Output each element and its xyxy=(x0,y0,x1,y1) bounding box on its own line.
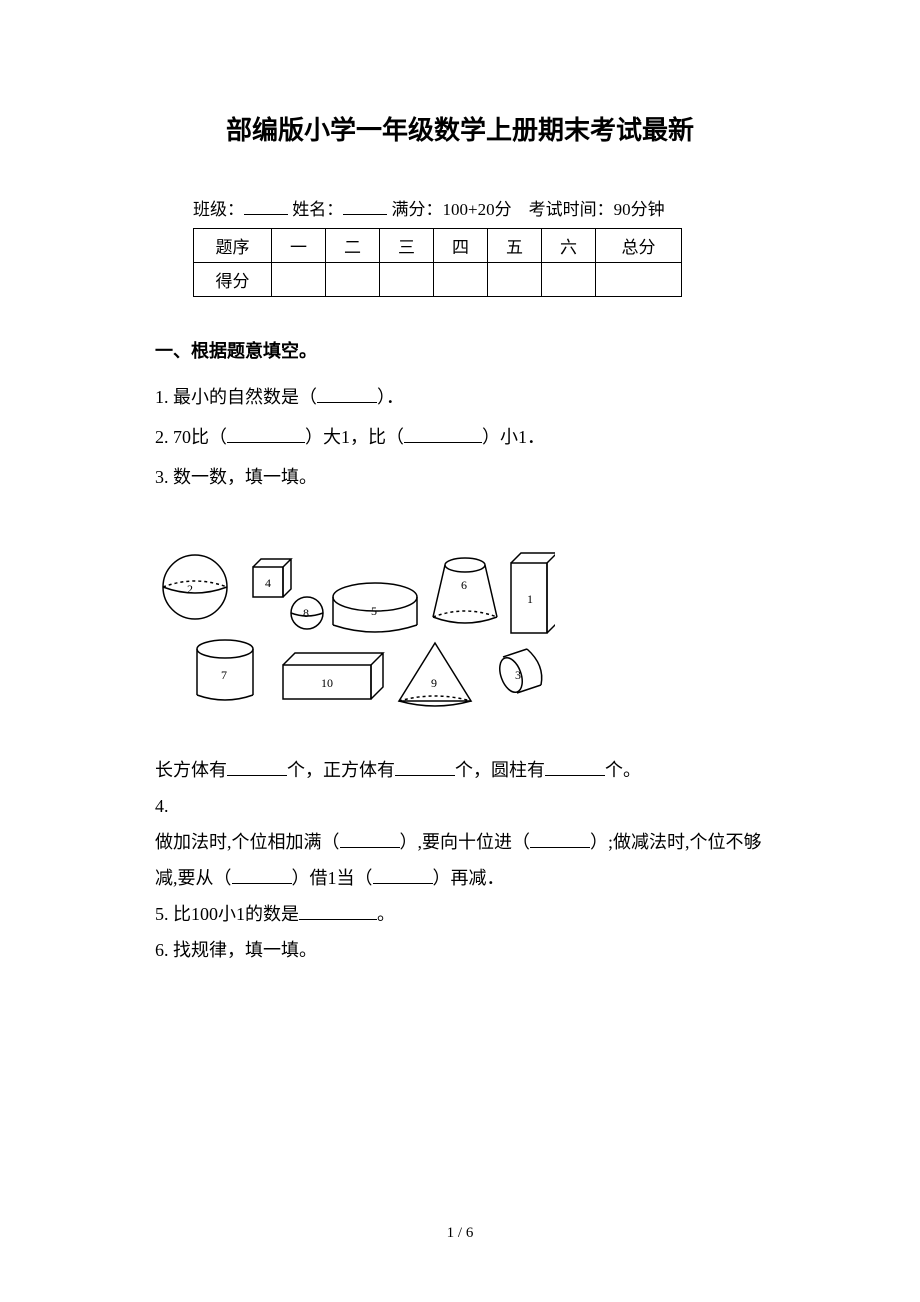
blank xyxy=(317,387,377,403)
blank xyxy=(227,427,305,443)
question-3-answer: 长方体有 个，正方体有 个，圆柱有 个。 xyxy=(155,752,765,788)
cell-empty xyxy=(380,263,434,297)
svg-text:9: 9 xyxy=(431,676,437,690)
question-2: 2. 70比（ ）大1，比（ ）小1． xyxy=(155,419,765,455)
time-value: 90分钟 xyxy=(614,200,665,219)
name-blank xyxy=(343,197,387,215)
q3-b: 个，正方体有 xyxy=(287,760,395,780)
question-1: 1. 最小的自然数是（ ）． xyxy=(155,379,765,415)
blank xyxy=(530,832,590,848)
svg-text:4: 4 xyxy=(265,576,271,590)
name-label: 姓名： xyxy=(292,200,343,219)
q2-suffix: ）小1． xyxy=(482,427,545,447)
cell-header: 一 xyxy=(272,229,326,263)
q4-f: ）再减． xyxy=(433,868,505,888)
question-5: 5. 比100小1的数是 。 xyxy=(155,896,765,932)
cell-empty xyxy=(542,263,596,297)
blank xyxy=(545,760,605,776)
cell-empty xyxy=(326,263,380,297)
svg-text:2: 2 xyxy=(187,582,193,596)
q3-c: 个，圆柱有 xyxy=(455,760,545,780)
question-6: 6. 找规律，填一填。 xyxy=(155,932,765,968)
score-table: 题序 一 二 三 四 五 六 总分 得分 xyxy=(193,228,682,297)
blank xyxy=(373,868,433,884)
cell-empty xyxy=(434,263,488,297)
time-label: 考试时间： xyxy=(529,200,614,219)
q4-e: ）借1当（ xyxy=(292,868,373,888)
svg-text:3: 3 xyxy=(515,668,521,682)
page-number: 1 / 6 xyxy=(0,1225,920,1242)
shapes-figure: 2 4 8 5 6 1 7 10 9 xyxy=(155,527,555,727)
svg-text:6: 6 xyxy=(461,578,467,592)
fullmark-label: 满分： xyxy=(392,200,443,219)
page-title: 部编版小学一年级数学上册期末考试最新 xyxy=(155,110,765,147)
svg-text:10: 10 xyxy=(321,676,333,690)
question-3: 3. 数一数，填一填。 xyxy=(155,459,765,495)
cell-empty xyxy=(488,263,542,297)
cell-header: 六 xyxy=(542,229,596,263)
question-4b: 减,要从（ ）借1当（ ）再减． xyxy=(155,860,765,896)
table-row: 题序 一 二 三 四 五 六 总分 xyxy=(194,229,682,263)
blank xyxy=(227,760,287,776)
svg-text:8: 8 xyxy=(303,606,309,620)
cell-header: 题序 xyxy=(194,229,272,263)
q3-a: 长方体有 xyxy=(155,760,227,780)
cell-header: 三 xyxy=(380,229,434,263)
cell-header: 四 xyxy=(434,229,488,263)
cell-header: 五 xyxy=(488,229,542,263)
q3-d: 个。 xyxy=(605,760,641,780)
q2-mid: ）大1，比（ xyxy=(305,427,404,447)
q1-prefix: 1. 最小的自然数是（ xyxy=(155,387,317,407)
cell-empty xyxy=(596,263,682,297)
blank xyxy=(395,760,455,776)
question-4-num: 4. xyxy=(155,788,765,824)
q5-a: 5. 比100小1的数是 xyxy=(155,904,299,924)
q4-a: 做加法时,个位相加满（ xyxy=(155,832,340,852)
cell-label: 得分 xyxy=(194,263,272,297)
blank xyxy=(340,832,400,848)
blank xyxy=(299,904,377,920)
blank xyxy=(404,427,482,443)
class-label: 班级： xyxy=(193,200,244,219)
question-4: 做加法时,个位相加满（ ）,要向十位进（ ）;做减法时,个位不够 xyxy=(155,824,765,860)
q1-suffix: ）． xyxy=(377,387,404,407)
q5-b: 。 xyxy=(377,904,395,924)
cell-empty xyxy=(272,263,326,297)
meta-line: 班级： 姓名： 满分：100+20分 考试时间：90分钟 xyxy=(155,195,765,220)
svg-text:1: 1 xyxy=(527,592,533,606)
cell-header: 总分 xyxy=(596,229,682,263)
section-heading: 一、根据题意填空。 xyxy=(155,337,765,363)
q4-d: 减,要从（ xyxy=(155,868,232,888)
table-row: 得分 xyxy=(194,263,682,297)
fullmark-value: 100+20分 xyxy=(443,200,512,219)
q2-prefix: 2. 70比（ xyxy=(155,427,227,447)
blank xyxy=(232,868,292,884)
q4-c: ）;做减法时,个位不够 xyxy=(590,832,762,852)
svg-text:5: 5 xyxy=(371,604,377,618)
cell-header: 二 xyxy=(326,229,380,263)
class-blank xyxy=(244,197,288,215)
q4-b: ）,要向十位进（ xyxy=(400,832,531,852)
svg-text:7: 7 xyxy=(221,668,227,682)
